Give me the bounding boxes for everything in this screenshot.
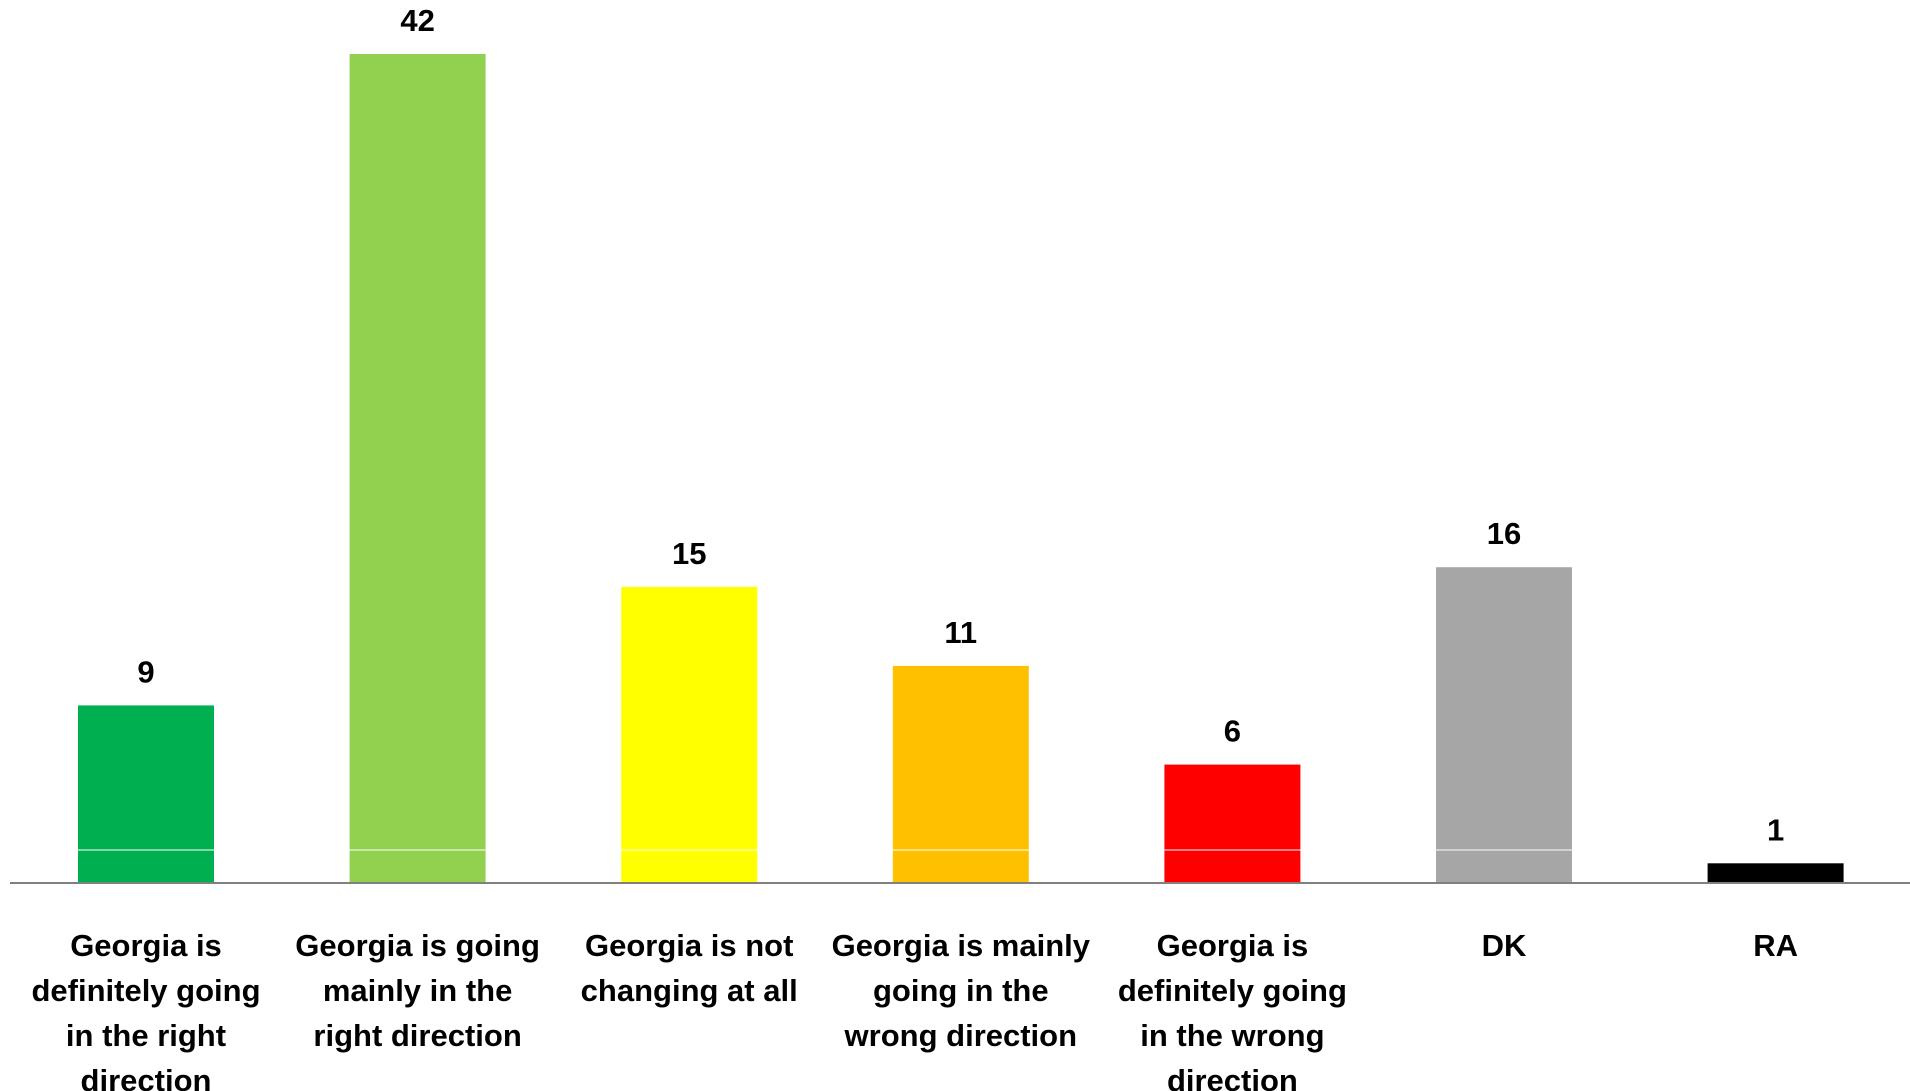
data-label-0: 9	[137, 654, 154, 689]
bars-group	[78, 54, 1844, 883]
bar-1	[349, 54, 486, 883]
bar-4	[1164, 764, 1301, 883]
category-label-6: RA	[1753, 928, 1798, 963]
category-label-line: Georgia is going	[295, 928, 540, 963]
data-label-3: 11	[944, 615, 977, 650]
category-label-line: going in the	[873, 973, 1049, 1008]
category-label-line: Georgia is mainly	[832, 928, 1091, 963]
category-label-line: in the wrong	[1140, 1018, 1324, 1053]
bar-5	[1436, 567, 1572, 883]
value-labels-group: 9 42 15 11 6 16 1	[137, 3, 1784, 847]
category-labels-group: Georgia is definitely going in the right di…	[31, 928, 1798, 1091]
category-label-line: Georgia is	[1157, 928, 1309, 963]
bar-6	[1707, 863, 1844, 883]
category-label-line: changing at all	[581, 973, 798, 1008]
category-label-line: wrong direction	[844, 1018, 1078, 1053]
bar-3	[892, 665, 1029, 883]
data-label-4: 6	[1224, 714, 1241, 749]
bar-0	[78, 705, 214, 883]
category-label-0: Georgia is definitely going in the right di…	[31, 928, 260, 1091]
category-label-line: direction	[81, 1063, 212, 1091]
category-label-line: definitely going	[1118, 973, 1347, 1008]
category-label-1: Georgia is going mainly in the right direc…	[295, 928, 540, 1053]
category-label-line: Georgia is not	[585, 928, 793, 963]
category-label-4: Georgia is definitely going in the wrong di…	[1118, 928, 1347, 1091]
category-label-line: in the right	[66, 1018, 226, 1053]
category-label-line: definitely going	[31, 973, 260, 1008]
category-label-2: Georgia is not changing at all	[581, 928, 798, 1008]
category-label-line: direction	[1167, 1063, 1298, 1091]
category-label-3: Georgia is mainly going in the wrong direc…	[832, 928, 1091, 1053]
category-label-5: DK	[1482, 928, 1527, 963]
category-label-line: RA	[1753, 928, 1798, 963]
category-label-line: Georgia is	[70, 928, 222, 963]
data-label-1: 42	[400, 3, 434, 38]
data-label-5: 16	[1487, 516, 1521, 551]
category-label-line: right direction	[313, 1018, 521, 1053]
category-label-line: mainly in the	[323, 973, 512, 1008]
data-label-2: 15	[672, 536, 706, 571]
category-label-line: DK	[1482, 928, 1527, 963]
bar-2	[621, 586, 758, 883]
data-label-6: 1	[1767, 812, 1784, 847]
